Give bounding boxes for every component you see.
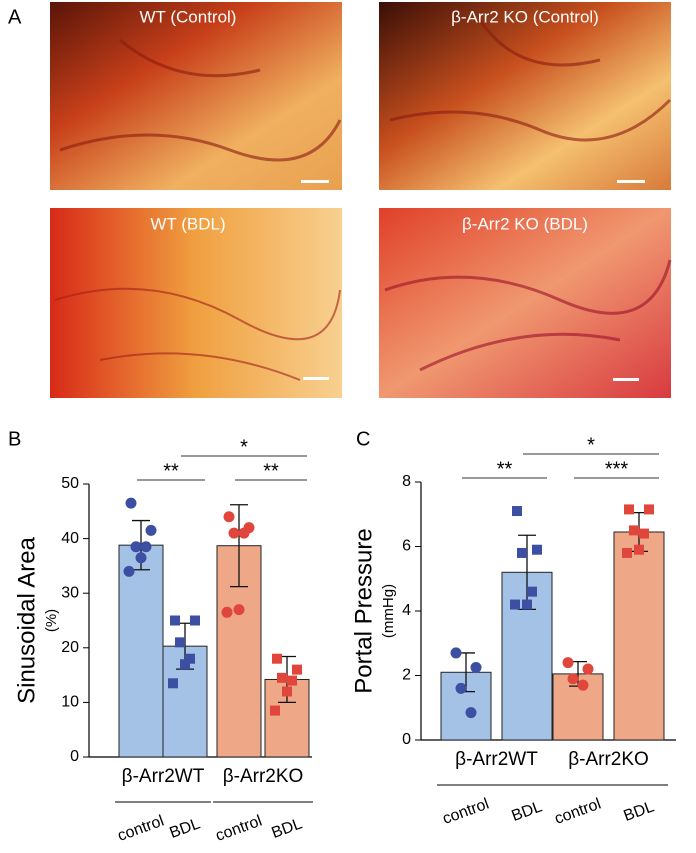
x-tick-label: control — [115, 813, 166, 845]
bar — [613, 531, 665, 741]
y-tick-label: 10 — [61, 694, 79, 711]
data-point — [532, 544, 542, 555]
data-point — [562, 657, 574, 669]
photo: WT (Control) — [50, 2, 342, 190]
data-point — [130, 541, 142, 553]
data-point — [170, 615, 180, 626]
significance-label: * — [240, 436, 248, 458]
data-point — [577, 679, 589, 691]
data-point — [228, 527, 240, 539]
data-point — [190, 615, 200, 626]
data-point — [639, 528, 649, 539]
photo-label: β-Arr2 KO (BDL) — [462, 214, 588, 233]
panel-label: A — [8, 6, 22, 28]
y-tick-label: 2 — [402, 667, 411, 684]
photo: β-Arr2 KO (Control) — [379, 2, 672, 190]
photo-label: WT (BDL) — [150, 214, 225, 233]
y-axis-title: Sinusoidal Area — [13, 536, 40, 703]
x-tick-label: BDL — [621, 798, 656, 825]
data-point — [185, 653, 195, 664]
y-tick-label: 30 — [61, 584, 79, 601]
y-tick-label: 6 — [402, 538, 411, 555]
data-point — [567, 673, 579, 685]
x-tick-label: control — [440, 796, 491, 828]
data-point — [287, 675, 297, 686]
data-point — [622, 547, 632, 558]
x-tick-label: control — [213, 813, 264, 845]
x-tick-label: control — [552, 796, 603, 828]
y-axis-unit: (mmHg) — [380, 584, 397, 638]
y-tick-label: 0 — [70, 748, 79, 765]
bar — [118, 544, 164, 758]
data-point — [270, 705, 280, 716]
significance-label: *** — [605, 458, 629, 480]
x-tick-label: BDL — [269, 815, 304, 842]
photo: β-Arr2 KO (BDL) — [379, 208, 672, 398]
data-point — [522, 599, 532, 610]
data-point — [135, 552, 147, 564]
data-point — [223, 511, 235, 523]
photo: WT (BDL) — [50, 208, 342, 398]
data-point — [510, 599, 520, 610]
y-tick-label: 4 — [402, 602, 411, 619]
data-point — [233, 604, 245, 616]
data-point — [527, 586, 537, 597]
y-tick-label: 50 — [61, 475, 79, 492]
data-point — [282, 686, 292, 697]
data-point — [512, 506, 522, 517]
data-point — [624, 504, 634, 515]
group-label: β-Arr2WT — [122, 766, 205, 787]
data-point — [140, 541, 152, 553]
data-point — [123, 565, 135, 577]
photo-label: WT (Control) — [140, 7, 237, 26]
data-point — [644, 504, 654, 515]
y-axis-title: Portal Pressure — [350, 528, 377, 693]
panel-label: C — [356, 428, 370, 450]
y-tick-label: 20 — [61, 639, 79, 656]
x-tick-label: BDL — [167, 815, 202, 842]
data-point — [238, 527, 250, 539]
data-point — [517, 547, 527, 558]
data-point — [277, 672, 287, 683]
y-tick-label: 40 — [61, 530, 79, 547]
x-tick-label: BDL — [509, 798, 544, 825]
data-point — [125, 497, 137, 509]
data-point — [470, 661, 482, 673]
data-point — [272, 653, 282, 664]
photo-label: β-Arr2 KO (Control) — [451, 7, 599, 26]
group-label: β-Arr2KO — [223, 766, 304, 787]
error-bar — [230, 504, 248, 588]
significance-label: * — [587, 434, 595, 456]
group-label: β-Arr2WT — [455, 749, 538, 770]
y-tick-label: 0 — [402, 731, 411, 748]
data-point — [168, 678, 178, 689]
y-tick-label: 8 — [402, 473, 411, 490]
y-axis-unit: (%) — [43, 609, 60, 632]
data-point — [455, 682, 467, 694]
significance-label: ** — [163, 460, 179, 482]
data-point — [221, 606, 233, 618]
data-point — [145, 524, 157, 536]
significance-label: ** — [497, 458, 513, 480]
data-point — [582, 663, 594, 675]
data-point — [292, 664, 302, 675]
group-label: β-Arr2KO — [568, 749, 649, 770]
data-point — [629, 525, 639, 536]
significance-label: ** — [263, 460, 279, 482]
data-point — [450, 647, 462, 659]
data-point — [465, 707, 477, 719]
panel-label: B — [8, 428, 21, 450]
data-point — [634, 544, 644, 555]
data-point — [180, 659, 190, 670]
data-point — [175, 637, 185, 648]
